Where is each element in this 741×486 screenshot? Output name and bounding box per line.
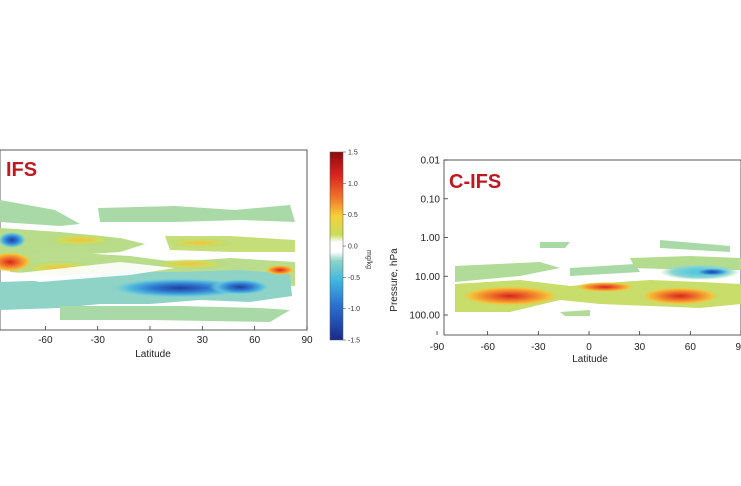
left-x-tick-label: -30	[90, 335, 105, 346]
left-x-tick-label: 90	[301, 335, 313, 346]
colorbar-ticks: 1.5 1.0 0.5 0.0 -0.5 -1.0 -1.5	[343, 150, 360, 345]
left-x-axis-label: Latitude	[135, 349, 171, 360]
left-x-tick-label: 60	[249, 335, 261, 346]
left-panel: IFS -90 -60 -30 0 30 60 90 Latitude 1.5 1.0 0.5 0…	[0, 150, 372, 360]
left-x-tick-label: 30	[197, 335, 209, 346]
right-y-tick-label: 0.10	[421, 194, 441, 205]
right-y-tick-label: 10.00	[415, 272, 440, 283]
right-x-tick-label: -90	[430, 342, 445, 353]
right-y-axis-label: Pressure, hPa	[389, 248, 400, 312]
right-x-tick-label: 90	[735, 342, 741, 353]
colorbar-tick-label: 0.0	[348, 244, 358, 251]
colorbar-tick-label: -1.0	[348, 306, 360, 313]
colorbar-tick-label: -1.5	[348, 338, 360, 345]
right-x-tick-label: 0	[586, 342, 592, 353]
colorbar-tick-label: 1.5	[348, 150, 358, 157]
colorbar-tick-label: 1.0	[348, 181, 358, 188]
left-x-tick-label: -60	[38, 335, 53, 346]
right-x-tick-label: -30	[531, 342, 546, 353]
right-x-ticks: -90 -60 -30 0 30 60 90	[430, 331, 741, 353]
right-x-axis-label: Latitude	[572, 354, 608, 365]
colorbar-tick-label: 0.5	[348, 212, 358, 219]
left-heatmap-field	[0, 200, 295, 322]
colorbar-tick-label: -0.5	[348, 275, 360, 282]
right-heatmap-field	[455, 240, 741, 316]
right-x-tick-label: -60	[480, 342, 495, 353]
right-y-tick-label: 1.00	[421, 233, 441, 244]
right-y-tick-label: 0.01	[421, 156, 441, 167]
colorbar	[329, 151, 344, 341]
right-x-tick-label: 60	[685, 342, 697, 353]
left-x-tick-label: -90	[0, 335, 1, 346]
left-x-tick-label: 0	[147, 335, 153, 346]
colorbar-unit: mg/kg	[365, 250, 372, 269]
right-x-tick-label: 30	[634, 342, 646, 353]
right-y-ticks: 0.01 0.10 1.00 10.00 100.00	[409, 156, 448, 322]
right-y-tick-label: 100.00	[409, 311, 440, 322]
left-panel-title: IFS	[6, 159, 37, 181]
right-panel: C-IFS 0.01 0.10 1.00 10.00 100.00 -90 -60 -30 0…	[389, 156, 741, 365]
right-panel-title: C-IFS	[449, 171, 501, 193]
